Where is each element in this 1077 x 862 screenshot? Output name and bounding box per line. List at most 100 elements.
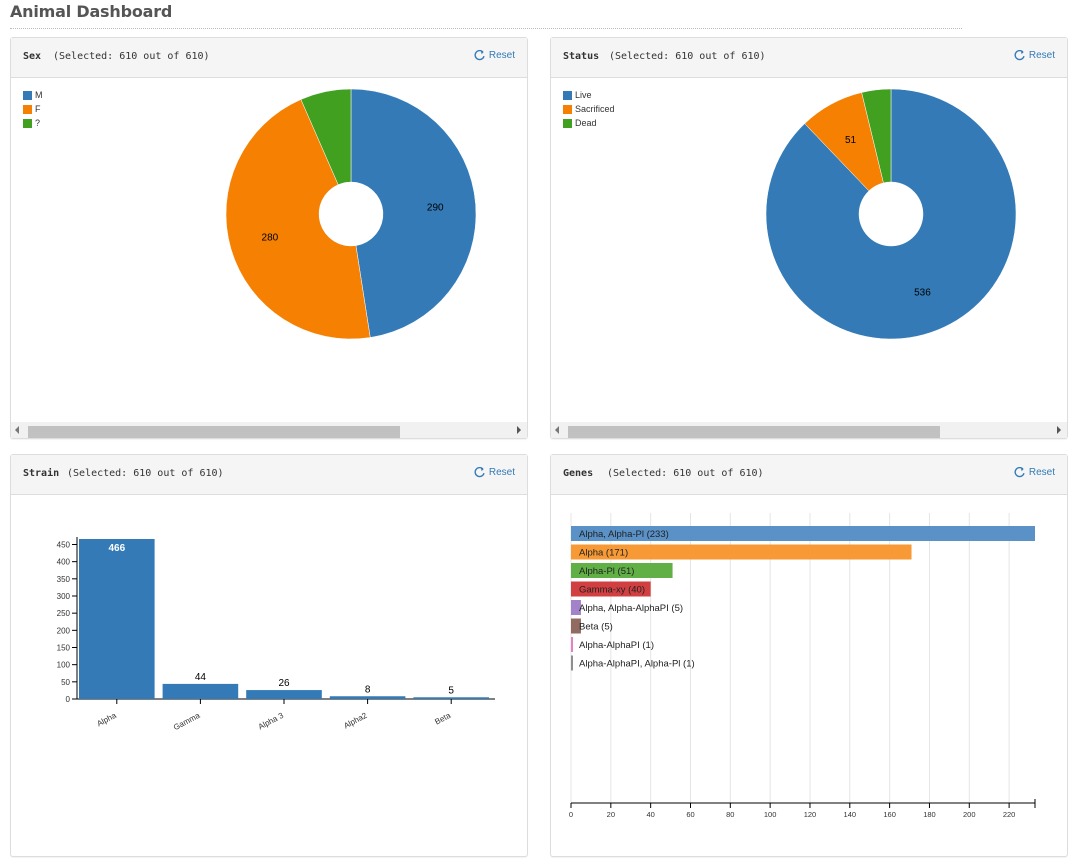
legend-swatch [563, 90, 572, 100]
refresh-icon [474, 50, 485, 61]
status-legend: Live Sacrificed Dead [563, 88, 615, 130]
row-bar-alpha-alpha-pl-233[interactable] [571, 526, 1035, 541]
y-tick-label: 0 [66, 695, 71, 704]
genes-panel-title: Genes [563, 468, 594, 479]
pie-data-label: 51 [845, 135, 857, 146]
genes-panel: Genes (Selected: 610 out of 610) Reset A… [550, 454, 1068, 857]
legend-label: F [35, 104, 41, 114]
legend-label: Dead [575, 118, 597, 128]
x-tick-label: 40 [646, 810, 654, 819]
scrollbar-thumb[interactable] [28, 426, 400, 438]
bar-value-label: 44 [195, 672, 207, 683]
x-tick-label: 180 [923, 810, 936, 819]
y-tick-label: 100 [57, 661, 71, 670]
x-tick-label: Alpha [95, 711, 118, 729]
legend-item-unknown[interactable]: ? [23, 116, 43, 130]
strain-bar-chart: 0 50 100 150 200 250 300 350 400 450 466 Alpha 44 Gam… [57, 537, 495, 732]
x-tick-label: Beta [433, 711, 452, 727]
genes-panel-header: Genes (Selected: 610 out of 610) Reset [551, 455, 1067, 495]
bar-value-label: 5 [448, 685, 454, 696]
legend-label: Live [575, 90, 592, 100]
sex-horizontal-scrollbar[interactable] [11, 422, 527, 438]
sex-panel-title: Sex [23, 51, 42, 62]
x-tick-label: Alpha2 [342, 711, 369, 731]
bar-alpha[interactable] [79, 539, 155, 699]
strain-reset-label: Reset [488, 467, 515, 478]
status-reset-button[interactable]: Reset [1014, 50, 1055, 61]
pie-slice-f[interactable] [225, 99, 371, 340]
x-tick-label: 100 [764, 810, 777, 819]
strain-panel-title: Strain [23, 468, 60, 479]
sex-pie-chart: 290 280 [225, 88, 477, 340]
bar-gamma[interactable] [162, 683, 239, 699]
legend-item-dead[interactable]: Dead [563, 116, 615, 130]
bar-alpha-3[interactable] [246, 690, 322, 699]
genes-selection-count: (Selected: 610 out of 610) [607, 468, 764, 479]
scroll-right-arrow-icon[interactable] [1057, 426, 1061, 434]
legend-swatch [23, 90, 32, 100]
y-tick-label: 300 [57, 592, 71, 601]
legend-label: ? [35, 118, 41, 128]
pie-data-label: 536 [914, 287, 931, 298]
strain-panel-header: Strain (Selected: 610 out of 610) Reset [11, 455, 527, 495]
strain-reset-button[interactable]: Reset [474, 467, 515, 478]
title-divider [10, 28, 962, 29]
page-title: Animal Dashboard [10, 2, 173, 21]
status-pie-chart: 536 51 [765, 88, 1017, 340]
row-bar-beta-5[interactable] [571, 618, 581, 634]
legend-label: M [35, 90, 43, 100]
scroll-left-arrow-icon[interactable] [15, 426, 19, 434]
status-selection-count: (Selected: 610 out of 610) [609, 51, 766, 62]
y-tick-label: 200 [57, 626, 71, 635]
legend-swatch [23, 104, 32, 114]
sex-reset-button[interactable]: Reset [474, 50, 515, 61]
status-horizontal-scrollbar[interactable] [551, 422, 1067, 438]
x-tick-label: 20 [607, 810, 615, 819]
y-tick-label: 250 [57, 609, 71, 618]
pie-slice-live[interactable] [765, 88, 1017, 340]
sex-panel-header: Sex (Selected: 610 out of 610) Reset [11, 38, 527, 78]
row-bar-gamma-xy-40[interactable] [571, 581, 651, 597]
legend-item-f[interactable]: F [23, 102, 43, 116]
pie-slice-dead[interactable] [861, 88, 892, 184]
row-bar-alpha-alpha-alphapi-5[interactable] [571, 600, 581, 615]
row-bar-alpha-alphapi-1[interactable] [571, 637, 573, 652]
genes-reset-button[interactable]: Reset [1014, 467, 1055, 478]
x-tick-label: 200 [963, 810, 976, 819]
pie-data-label: 290 [427, 202, 444, 213]
legend-item-m[interactable]: M [23, 88, 43, 102]
pie-slice-unknown[interactable] [300, 88, 352, 186]
x-tick-label: 60 [686, 810, 694, 819]
bar-beta[interactable] [413, 697, 489, 699]
sex-selection-count: (Selected: 610 out of 610) [53, 51, 210, 62]
refresh-icon [1014, 467, 1025, 478]
row-bar-alpha-171[interactable] [571, 544, 912, 560]
row-label: Alpha-Pl (51) [579, 566, 634, 577]
scrollbar-thumb[interactable] [568, 426, 940, 438]
row-label: Gamma-xy (40) [579, 585, 645, 596]
pie-slice-m[interactable] [350, 88, 477, 338]
genes-row-chart: Alpha, Alpha-Pl (233) Alpha (171) Alpha-Pl… [569, 513, 1036, 819]
y-tick-label: 150 [57, 643, 71, 652]
row-bar-alpha-pl-51[interactable] [571, 563, 673, 578]
row-label: Beta (5) [579, 622, 613, 633]
y-tick-label: 350 [57, 575, 71, 584]
x-tick-label: 80 [726, 810, 734, 819]
legend-swatch [563, 104, 572, 114]
legend-item-sacrificed[interactable]: Sacrificed [563, 102, 615, 116]
x-tick-label: Alpha 3 [257, 711, 286, 732]
scroll-right-arrow-icon[interactable] [517, 426, 521, 434]
row-bar-alpha-alphapi-alpha-pl-1[interactable] [571, 655, 573, 671]
sex-legend: M F? [23, 88, 43, 130]
y-tick-label: 50 [61, 678, 70, 687]
x-tick-label: 120 [804, 810, 817, 819]
scroll-left-arrow-icon[interactable] [555, 426, 559, 434]
bar-alpha2[interactable] [329, 696, 406, 699]
strain-selection-count: (Selected: 610 out of 610) [67, 468, 224, 479]
strain-panel: Strain (Selected: 610 out of 610) Reset … [10, 454, 528, 857]
legend-item-live[interactable]: Live [563, 88, 615, 102]
status-panel: Status (Selected: 610 out of 610) Reset … [550, 37, 1068, 439]
x-tick-label: 0 [569, 810, 573, 819]
y-tick-label: 450 [57, 540, 71, 549]
pie-data-label: 280 [262, 233, 279, 244]
